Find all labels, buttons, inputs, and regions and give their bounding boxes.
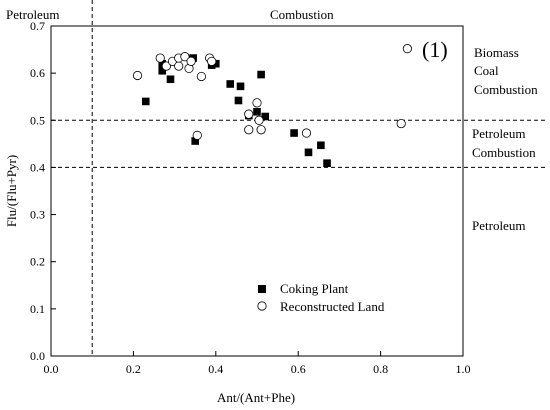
coking-plant-point (141, 97, 150, 106)
legend-label-coking-plant: Coking Plant (280, 281, 349, 296)
reconstructed-land-point (192, 130, 202, 140)
zone-label-top-right: Combustion (270, 7, 334, 22)
legend-marker-reconstructed-land (257, 301, 267, 311)
zone-label-biomass: Biomass (474, 45, 519, 60)
reconstructed-land-point (180, 52, 190, 62)
coking-plant-point (158, 59, 167, 68)
x-tick-label: 0.2 (126, 362, 141, 376)
y-tick-label: 0.1 (30, 302, 45, 316)
zone-label-coal: Coal (474, 63, 499, 78)
y-tick-label: 0.6 (30, 66, 45, 80)
reference-lines (51, 0, 545, 356)
coking-plant-point (261, 112, 270, 121)
coking-plant-point (323, 159, 331, 167)
coking-plant-point (226, 80, 235, 88)
coking-plant-point (158, 66, 167, 75)
x-tick-label: 0.8 (373, 362, 388, 376)
coking-plant-point (317, 141, 325, 150)
y-tick-label: 0.0 (30, 349, 45, 363)
reconstructed-land-point (161, 61, 171, 71)
x-tick-label: 0.0 (44, 362, 59, 376)
reconstructed-land-point (155, 53, 165, 63)
x-axis-title: Ant/(Ant+Phe) (217, 390, 295, 405)
y-tick-label: 0.7 (30, 19, 45, 33)
coking-plant-point (290, 129, 298, 137)
coking-plant-point (253, 108, 261, 116)
axes (50, 25, 464, 357)
coking-plant-point (212, 59, 220, 68)
x-tick-label: 0.4 (208, 362, 223, 376)
reconstructed-land-point (301, 128, 312, 138)
reconstructed-land-point (186, 56, 196, 66)
reconstructed-land-point (132, 70, 143, 81)
zone-label-petroleum-combustion-1: Petroleum (472, 126, 525, 141)
reconstructed-land-point (207, 56, 217, 66)
reconstructed-land-point (244, 109, 254, 119)
coking-plant-point (236, 82, 245, 91)
x-tick-label: 0.6 (291, 362, 306, 376)
coking-plant-point (166, 75, 175, 84)
reconstructed-land-point (174, 61, 184, 71)
legend: Coking Plant Reconstructed Land (257, 281, 385, 314)
zone-label-combustion-1: Combustion (474, 82, 538, 97)
zone-label-petroleum-combustion-2: Combustion (472, 145, 536, 160)
y-tick-label: 0.5 (30, 113, 45, 127)
reconstructed-land-point (402, 44, 412, 54)
y-tick-label: 0.2 (30, 255, 45, 269)
y-axis-title: Flu/(Flu+Pyr) (4, 155, 19, 227)
coking-plant-point (257, 70, 265, 79)
reconstructed-land-point (244, 125, 254, 135)
reconstructed-land-point (196, 71, 206, 82)
coking-plant-point (191, 137, 199, 145)
reconstructed-land-point (256, 125, 266, 135)
zone-label-top-left: Petroleum (6, 7, 59, 22)
data-marks (132, 44, 412, 167)
reconstructed-land-point (252, 98, 262, 108)
plot-frame (50, 25, 464, 357)
reconstructed-land-point (396, 118, 406, 129)
x-tick-label: 1.0 (456, 362, 471, 376)
y-tick-label: 0.4 (30, 160, 45, 174)
legend-marker-coking-plant (258, 285, 266, 293)
coking-plant-point (304, 148, 313, 157)
legend-label-reconstructed-land: Reconstructed Land (280, 299, 385, 314)
y-tick-label: 0.3 (30, 208, 45, 222)
tick-labels: 0.0 0.2 0.4 0.6 0.8 1.0 0.0 0.1 0.2 0.3 0.4 0.5 0.6 0… (30, 19, 471, 376)
coking-plant-point (234, 96, 243, 105)
reconstructed-land-point (254, 115, 264, 125)
panel-label: (1) (422, 37, 448, 62)
zone-label-petroleum-bottom: Petroleum (472, 218, 525, 233)
